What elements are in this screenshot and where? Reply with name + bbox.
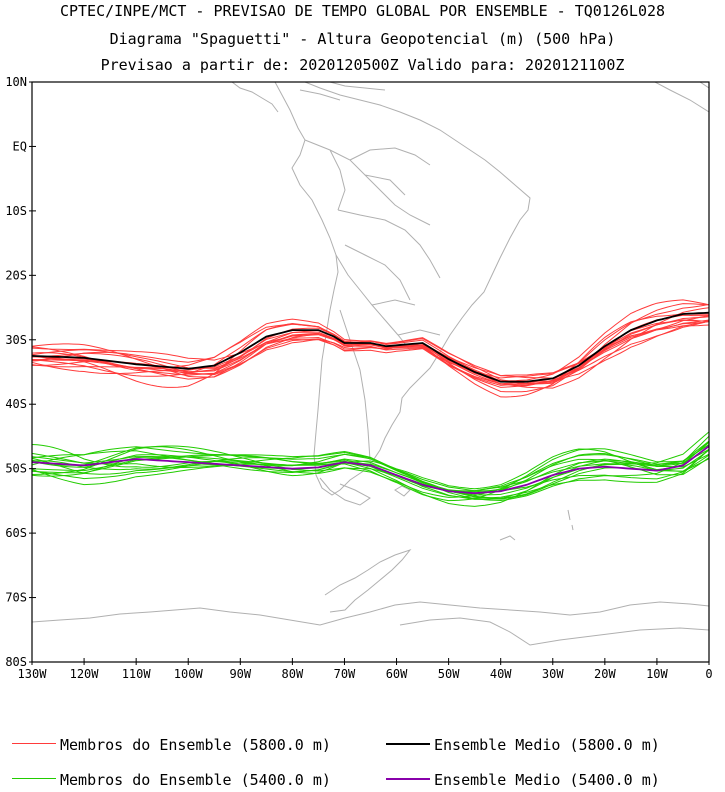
south-sandwich — [567, 509, 574, 531]
lon-tick-label: 90W — [229, 667, 251, 681]
lon-tick-label: 120W — [70, 667, 100, 681]
contour-5400-layer — [32, 431, 709, 507]
legend-mean-5400: Ensemble Medio (5400.0 m) — [386, 771, 660, 789]
antarctic-peninsula — [324, 548, 412, 613]
title-line-2: Diagrama "Spaguetti" - Altura Geopotenci… — [109, 30, 616, 48]
lon-tick-label: 80W — [282, 667, 304, 681]
south-georgia — [499, 535, 516, 541]
legend-swatch-red — [12, 743, 56, 744]
ensemble-member-line — [32, 444, 709, 502]
lat-tick-label: 80S — [5, 655, 27, 669]
lon-tick-label: 20W — [594, 667, 616, 681]
lat-tick-label: 40S — [5, 397, 27, 411]
coastline-layer — [32, 82, 709, 646]
lon-tick-label: 40W — [490, 667, 512, 681]
legend-swatch-black — [386, 742, 430, 745]
ensemble-member-line — [32, 321, 709, 386]
falklands — [394, 485, 411, 497]
ensemble-member-line — [32, 449, 709, 500]
lon-tick-label: 130W — [18, 667, 48, 681]
legend-swatch-purple — [386, 777, 430, 780]
lat-tick-label: 10N — [5, 75, 27, 89]
tierra-del-fuego — [319, 477, 371, 506]
lat-tick-label: 50S — [5, 462, 27, 476]
ensemble-mean-5400-line — [32, 445, 709, 495]
ensemble-member-line — [32, 440, 709, 490]
lat-tick-label: 20S — [5, 268, 27, 282]
lat-tick-label: 10S — [5, 204, 27, 218]
legend-members-5400: Membros do Ensemble (5400.0 m) — [12, 771, 331, 789]
title-line-3: Previsao a partir de: 2020120500Z Valido… — [100, 56, 625, 74]
lon-tick-label: 0 — [705, 667, 712, 681]
country-borders — [304, 139, 441, 461]
ensemble-member-line — [32, 458, 709, 507]
legend-members-5800: Membros do Ensemble (5800.0 m) — [12, 736, 331, 754]
lat-tick-label: 30S — [5, 333, 27, 347]
central-america-coast — [231, 82, 341, 113]
lon-tick-label: 70W — [334, 667, 356, 681]
south-america-coast — [274, 82, 531, 496]
ensemble-member-line — [32, 435, 709, 502]
legend-mean-5800-label: Ensemble Medio (5800.0 m) — [434, 736, 660, 754]
contour-5800-layer — [32, 299, 709, 398]
ensemble-member-line — [32, 440, 709, 493]
legend-members-5400-label: Membros do Ensemble (5400.0 m) — [60, 771, 331, 789]
ensemble-member-line — [32, 321, 709, 383]
legend-mean-5800: Ensemble Medio (5800.0 m) — [386, 736, 660, 754]
legend-swatch-green — [12, 778, 56, 779]
africa-coast-2 — [699, 82, 709, 89]
lon-tick-label: 50W — [438, 667, 460, 681]
map-frame — [31, 81, 710, 663]
legend-mean-5400-label: Ensemble Medio (5400.0 m) — [434, 771, 660, 789]
africa-coast — [654, 82, 709, 113]
lat-tick-label: 60S — [5, 526, 27, 540]
caribbean-coast — [329, 82, 386, 91]
lat-tick-label: 70S — [5, 591, 27, 605]
ensemble-member-line — [32, 319, 709, 388]
lon-tick-label: 10W — [646, 667, 668, 681]
antarctica-coast-inner — [399, 617, 709, 646]
ensemble-mean-5800-line — [32, 311, 709, 383]
lon-tick-label: 100W — [174, 667, 204, 681]
lat-tick-label: EQ — [13, 139, 27, 153]
legend-members-5800-label: Membros do Ensemble (5800.0 m) — [60, 736, 331, 754]
lon-tick-label: 30W — [542, 667, 564, 681]
antarctica-coast — [32, 601, 709, 626]
title-line-1: CPTEC/INPE/MCT - PREVISAO DE TEMPO GLOBA… — [59, 2, 666, 20]
lon-tick-label: 60W — [386, 667, 408, 681]
lon-tick-label: 110W — [122, 667, 152, 681]
ensemble-member-line — [32, 441, 709, 495]
